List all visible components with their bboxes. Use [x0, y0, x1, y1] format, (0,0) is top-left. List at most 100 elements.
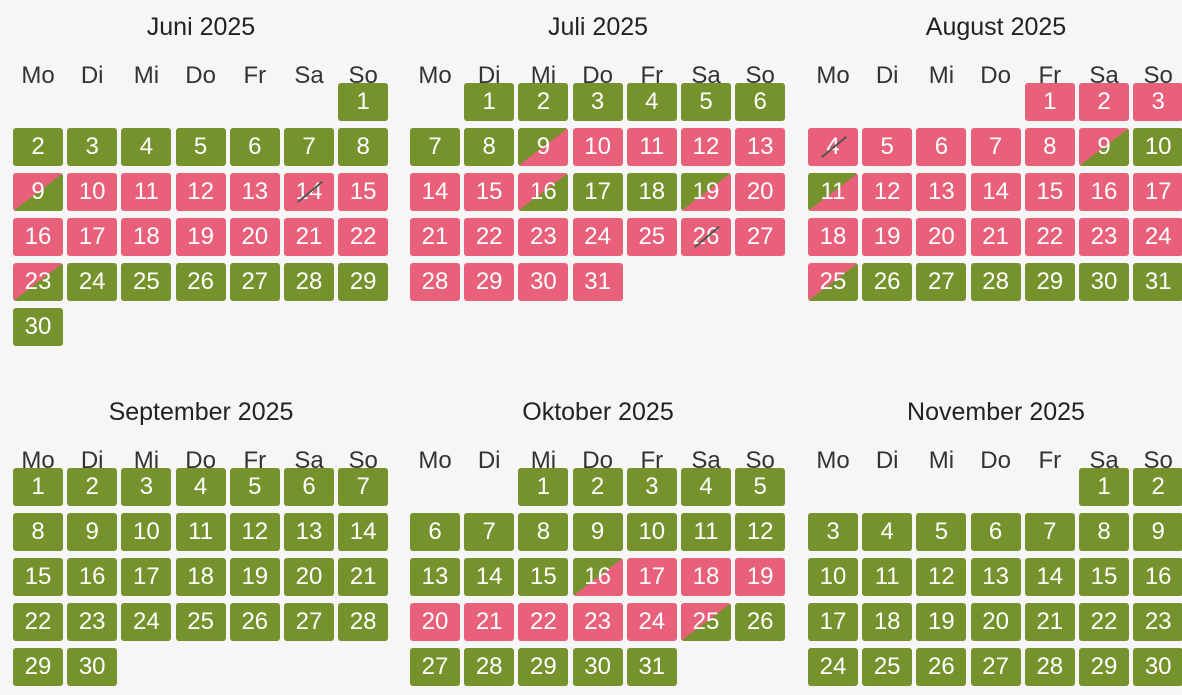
- day-cell[interactable]: 23: [1133, 603, 1182, 641]
- day-cell[interactable]: 4: [808, 128, 858, 166]
- day-cell[interactable]: 2: [67, 468, 118, 506]
- day-cell[interactable]: 20: [229, 218, 280, 256]
- day-cell[interactable]: 3: [808, 513, 858, 551]
- day-cell[interactable]: 4: [175, 468, 226, 506]
- day-cell[interactable]: 28: [464, 648, 515, 686]
- day-cell[interactable]: 30: [67, 648, 118, 686]
- day-cell[interactable]: 25: [681, 603, 731, 641]
- day-cell[interactable]: 19: [862, 218, 913, 256]
- day-cell[interactable]: 18: [681, 558, 731, 596]
- day-cell[interactable]: 18: [121, 218, 172, 256]
- day-cell[interactable]: 27: [916, 263, 967, 301]
- day-cell[interactable]: 17: [67, 218, 118, 256]
- day-cell[interactable]: 1: [13, 468, 63, 506]
- day-cell[interactable]: 21: [1024, 603, 1075, 641]
- day-cell[interactable]: 7: [970, 128, 1021, 166]
- day-cell[interactable]: 6: [970, 513, 1021, 551]
- day-cell[interactable]: 11: [626, 128, 677, 166]
- day-cell[interactable]: 23: [572, 603, 623, 641]
- day-cell[interactable]: 16: [13, 218, 63, 256]
- day-cell[interactable]: 29: [338, 263, 389, 301]
- day-cell[interactable]: 25: [808, 263, 858, 301]
- day-cell[interactable]: 12: [229, 513, 280, 551]
- day-cell[interactable]: 26: [229, 603, 280, 641]
- day-cell[interactable]: 20: [410, 603, 460, 641]
- day-cell[interactable]: 23: [67, 603, 118, 641]
- day-cell[interactable]: 6: [284, 468, 334, 506]
- day-cell[interactable]: 10: [67, 173, 118, 211]
- day-cell[interactable]: 25: [121, 263, 172, 301]
- day-cell[interactable]: 20: [970, 603, 1021, 641]
- day-cell[interactable]: 14: [464, 558, 515, 596]
- day-cell[interactable]: 14: [284, 173, 334, 211]
- day-cell[interactable]: 17: [572, 173, 623, 211]
- day-cell[interactable]: 30: [572, 648, 623, 686]
- day-cell[interactable]: 6: [735, 83, 786, 121]
- day-cell[interactable]: 5: [862, 128, 913, 166]
- day-cell[interactable]: 29: [464, 263, 515, 301]
- day-cell[interactable]: 9: [13, 173, 63, 211]
- day-cell[interactable]: 1: [518, 468, 569, 506]
- day-cell[interactable]: 1: [1079, 468, 1129, 506]
- day-cell[interactable]: 19: [735, 558, 786, 596]
- day-cell[interactable]: 8: [1079, 513, 1129, 551]
- day-cell[interactable]: 24: [808, 648, 858, 686]
- day-cell[interactable]: 9: [67, 513, 118, 551]
- day-cell[interactable]: 11: [808, 173, 858, 211]
- day-cell[interactable]: 23: [518, 218, 569, 256]
- day-cell[interactable]: 15: [13, 558, 63, 596]
- day-cell[interactable]: 18: [626, 173, 677, 211]
- day-cell[interactable]: 28: [970, 263, 1021, 301]
- day-cell[interactable]: 17: [626, 558, 677, 596]
- day-cell[interactable]: 6: [229, 128, 280, 166]
- day-cell[interactable]: 29: [518, 648, 569, 686]
- day-cell[interactable]: 8: [464, 128, 515, 166]
- day-cell[interactable]: 18: [808, 218, 858, 256]
- day-cell[interactable]: 28: [284, 263, 334, 301]
- day-cell[interactable]: 25: [175, 603, 226, 641]
- day-cell[interactable]: 20: [284, 558, 334, 596]
- day-cell[interactable]: 2: [572, 468, 623, 506]
- day-cell[interactable]: 9: [1133, 513, 1182, 551]
- day-cell[interactable]: 27: [284, 603, 334, 641]
- day-cell[interactable]: 24: [572, 218, 623, 256]
- day-cell[interactable]: 12: [681, 128, 731, 166]
- day-cell[interactable]: 21: [410, 218, 460, 256]
- day-cell[interactable]: 10: [121, 513, 172, 551]
- day-cell[interactable]: 26: [916, 648, 967, 686]
- day-cell[interactable]: 20: [916, 218, 967, 256]
- day-cell[interactable]: 12: [175, 173, 226, 211]
- day-cell[interactable]: 14: [970, 173, 1021, 211]
- day-cell[interactable]: 27: [410, 648, 460, 686]
- day-cell[interactable]: 2: [13, 128, 63, 166]
- day-cell[interactable]: 13: [229, 173, 280, 211]
- day-cell[interactable]: 27: [970, 648, 1021, 686]
- day-cell[interactable]: 14: [410, 173, 460, 211]
- day-cell[interactable]: 26: [175, 263, 226, 301]
- day-cell[interactable]: 31: [626, 648, 677, 686]
- day-cell[interactable]: 28: [410, 263, 460, 301]
- day-cell[interactable]: 22: [13, 603, 63, 641]
- day-cell[interactable]: 18: [862, 603, 913, 641]
- day-cell[interactable]: 22: [464, 218, 515, 256]
- day-cell[interactable]: 2: [518, 83, 569, 121]
- day-cell[interactable]: 7: [464, 513, 515, 551]
- day-cell[interactable]: 26: [735, 603, 786, 641]
- day-cell[interactable]: 15: [1024, 173, 1075, 211]
- day-cell[interactable]: 6: [916, 128, 967, 166]
- day-cell[interactable]: 28: [1024, 648, 1075, 686]
- day-cell[interactable]: 10: [572, 128, 623, 166]
- day-cell[interactable]: 11: [175, 513, 226, 551]
- day-cell[interactable]: 16: [572, 558, 623, 596]
- day-cell[interactable]: 21: [464, 603, 515, 641]
- day-cell[interactable]: 16: [67, 558, 118, 596]
- day-cell[interactable]: 4: [121, 128, 172, 166]
- day-cell[interactable]: 22: [518, 603, 569, 641]
- day-cell[interactable]: 6: [410, 513, 460, 551]
- day-cell[interactable]: 8: [1024, 128, 1075, 166]
- day-cell[interactable]: 5: [681, 83, 731, 121]
- day-cell[interactable]: 2: [1079, 83, 1129, 121]
- day-cell[interactable]: 30: [518, 263, 569, 301]
- day-cell[interactable]: 21: [284, 218, 334, 256]
- day-cell[interactable]: 24: [626, 603, 677, 641]
